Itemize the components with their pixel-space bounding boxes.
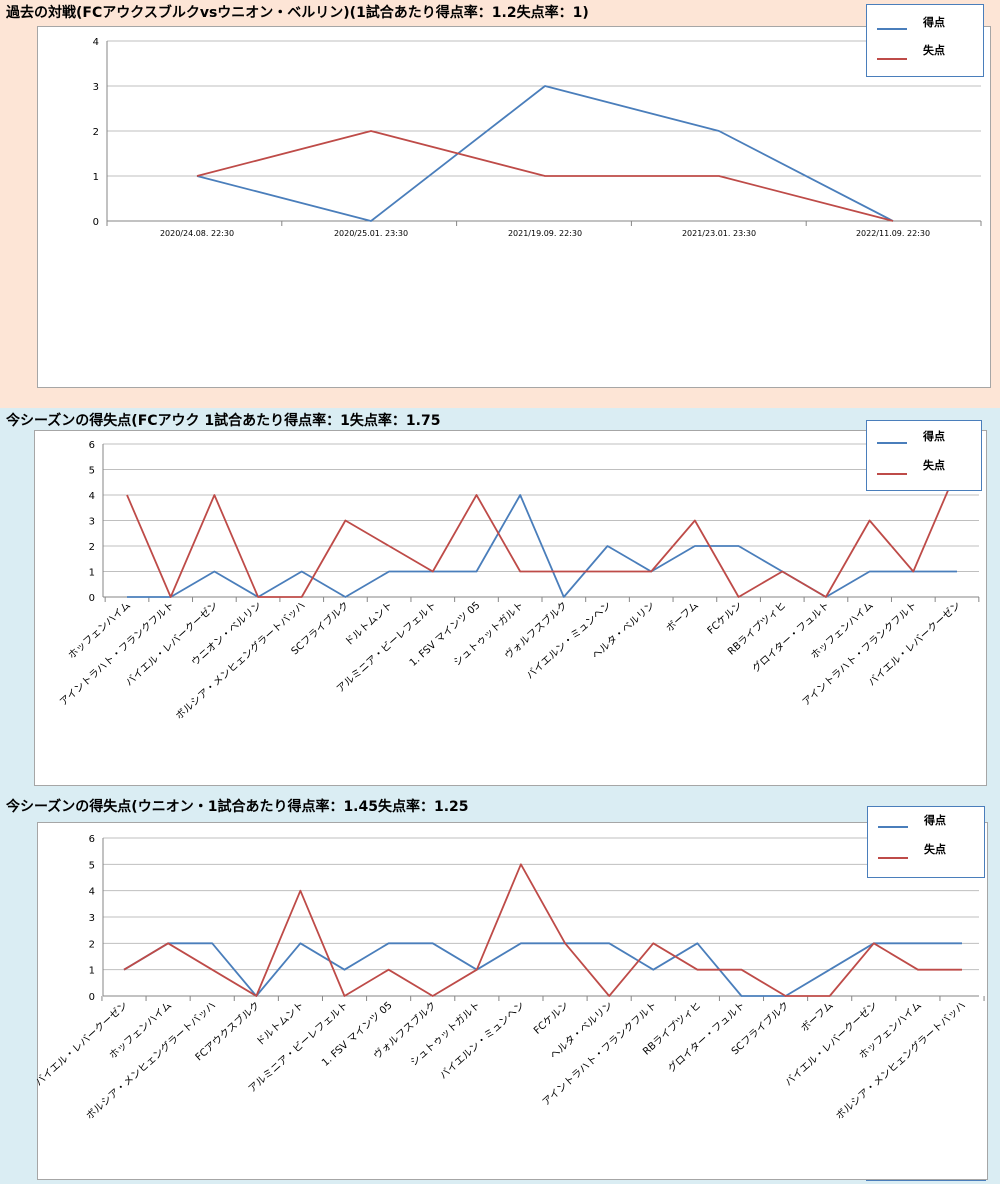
- legend-label-scored: 得点: [924, 814, 946, 827]
- x-tick-label: バイエルン・ミュンヘン: [437, 999, 527, 1081]
- y-tick-label: 5: [89, 466, 95, 477]
- y-tick-label: 4: [89, 491, 95, 502]
- y-tick-label: 3: [93, 82, 99, 93]
- x-tick-label: 2022/11.09. 22:30: [856, 229, 930, 238]
- x-tick-label: バイエルン・ミュンヘン: [524, 599, 614, 681]
- x-tick-label: グロイター・フュルト: [665, 999, 748, 1075]
- x-tick-label: ボーフム: [664, 599, 701, 634]
- x-tick-label: 2020/24.08. 22:30: [160, 229, 234, 238]
- y-tick-label: 0: [93, 217, 99, 228]
- series-line-conceded: [123, 863, 962, 997]
- legend-item-scored: 得点: [867, 427, 981, 447]
- y-tick-label: 2: [89, 542, 95, 553]
- x-tick-label: シュトゥットガルト: [408, 999, 483, 1068]
- y-tick-label: 1: [89, 966, 95, 977]
- legend-swatch-scored: [878, 826, 908, 828]
- legend-swatch-conceded: [877, 58, 907, 60]
- augsburg-season-line-chart: 0123456ホッフェンハイムアイントラハト・フランクフルトバイエル・レバークー…: [57, 440, 980, 722]
- chart-legend: 得点 失点: [866, 420, 982, 491]
- y-tick-label: 5: [89, 860, 95, 871]
- x-tick-label: 2020/25.01. 23:30: [334, 229, 408, 238]
- x-tick-label: 2021/23.01. 23:30: [682, 229, 756, 238]
- x-tick-label: シュトゥットガルト: [451, 599, 526, 668]
- y-tick-label: 2: [89, 939, 95, 950]
- y-tick-label: 0: [89, 992, 95, 1003]
- series-line-conceded: [196, 130, 894, 222]
- series-line-scored: [123, 942, 962, 997]
- chart-legend: 得点 失点: [867, 806, 985, 878]
- x-tick-label: バイエル・レバークーゼン: [33, 999, 130, 1088]
- chart-title: 今シーズンの得失点(ウニオン・1試合あたり得点率：1.45失点率：1.25: [6, 799, 469, 815]
- y-tick-label: 3: [89, 913, 95, 924]
- legend-label-conceded: 失点: [924, 843, 946, 856]
- past-matches-line-chart: 0 1 2 3 4 2020/24.08. 22:30 2020/25.01. 23:30 2…: [93, 37, 982, 238]
- legend-item-scored: 得点: [867, 13, 983, 33]
- legend-label-conceded: 失点: [923, 459, 945, 472]
- y-tick-label: 3: [89, 517, 95, 528]
- next-chart-edge: [866, 1180, 986, 1185]
- x-tick-label: FCケルン: [531, 999, 571, 1036]
- legend-label-scored: 得点: [923, 16, 945, 29]
- y-tick-label: 0: [89, 593, 95, 604]
- y-tick-label: 4: [89, 887, 95, 898]
- legend-item-conceded: 失点: [868, 840, 984, 860]
- legend-swatch-scored: [877, 442, 907, 444]
- x-tick-label: ウニオン・ベルリン: [189, 599, 264, 668]
- chart-legend: 得点 失点: [866, 4, 984, 77]
- legend-item-scored: 得点: [868, 811, 984, 831]
- y-tick-label: 2: [93, 127, 99, 138]
- augsburg-season-panel: 今シーズンの得失点(FCアウク 1試合あたり得点率：1失点率：1.75 0 1 2 3…: [0, 408, 1000, 794]
- y-tick-label: 1: [89, 568, 95, 579]
- chart-title: 今シーズンの得失点(FCアウク 1試合あたり得点率：1失点率：1.75: [6, 413, 441, 429]
- legend-item-conceded: 失点: [867, 456, 981, 476]
- union-season-line-chart: 0123456バイエル・レバークーゼンホッフェンハイムボルシア・メンヒェングラー…: [33, 834, 985, 1122]
- y-tick-label: 1: [93, 172, 99, 183]
- series-line-conceded: [126, 469, 958, 598]
- legend-swatch-scored: [877, 28, 907, 30]
- chart-plot-area: [37, 822, 988, 1180]
- legend-item-conceded: 失点: [867, 41, 983, 61]
- y-tick-label: 6: [89, 834, 95, 845]
- chart-plot-area: [34, 430, 987, 786]
- x-tick-label: バイエル・レバークーゼン: [123, 599, 220, 688]
- chart-title: 過去の対戦(FCアウクスブルクvsウニオン・ベルリン)(1試合あたり得点率：1.…: [6, 5, 589, 21]
- series-line-scored: [196, 85, 894, 222]
- x-tick-label: 2021/19.09. 22:30: [508, 229, 582, 238]
- y-tick-label: 6: [89, 440, 95, 451]
- x-tick-label: バイエル・レバークーゼン: [783, 999, 880, 1088]
- legend-label-conceded: 失点: [923, 44, 945, 57]
- y-tick-label: 4: [93, 37, 99, 48]
- legend-label-scored: 得点: [923, 430, 945, 443]
- x-tick-label: グロイター・フュルト: [749, 599, 832, 675]
- union-season-panel: 今シーズンの得失点(ウニオン・1試合あたり得点率：1.45失点率：1.25 0 1…: [0, 794, 1000, 1184]
- x-tick-label: ボーフム: [799, 999, 836, 1034]
- x-tick-label: バイエル・レバークーゼン: [866, 599, 963, 688]
- past-matches-panel: 過去の対戦(FCアウクスブルクvsウニオン・ベルリン)(1試合あたり得点率：1.…: [0, 0, 1000, 408]
- legend-swatch-conceded: [878, 857, 908, 859]
- legend-swatch-conceded: [877, 473, 907, 475]
- x-tick-label: FCケルン: [705, 599, 745, 636]
